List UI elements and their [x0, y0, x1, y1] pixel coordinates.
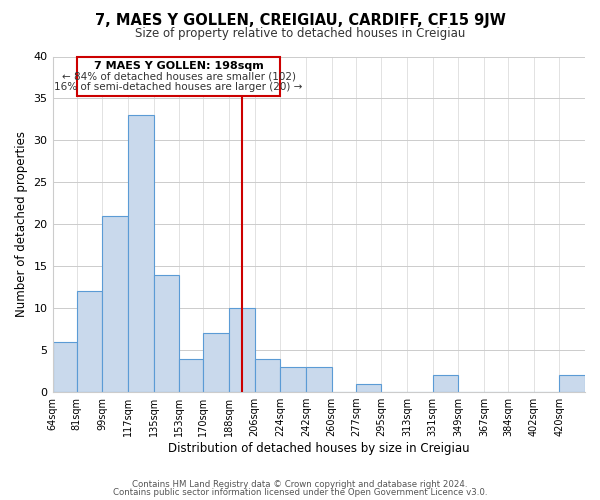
Bar [128, 115, 154, 392]
Y-axis label: Number of detached properties: Number of detached properties [15, 132, 28, 318]
X-axis label: Distribution of detached houses by size in Creigiau: Distribution of detached houses by size … [168, 442, 470, 455]
Bar [77, 292, 103, 392]
Bar [356, 384, 382, 392]
Text: Contains public sector information licensed under the Open Government Licence v3: Contains public sector information licen… [113, 488, 487, 497]
Text: 7, MAES Y GOLLEN, CREIGIAU, CARDIFF, CF15 9JW: 7, MAES Y GOLLEN, CREIGIAU, CARDIFF, CF1… [95, 12, 505, 28]
Text: 16% of semi-detached houses are larger (20) →: 16% of semi-detached houses are larger (… [55, 82, 303, 92]
Bar [179, 358, 203, 392]
Bar [154, 274, 179, 392]
Bar [255, 358, 280, 392]
Bar [559, 376, 585, 392]
Text: Size of property relative to detached houses in Creigiau: Size of property relative to detached ho… [135, 28, 465, 40]
Bar [433, 376, 458, 392]
Bar [306, 367, 332, 392]
Bar [53, 342, 77, 392]
FancyBboxPatch shape [77, 56, 280, 96]
Bar [280, 367, 306, 392]
Bar [103, 216, 128, 392]
Bar [203, 334, 229, 392]
Text: 7 MAES Y GOLLEN: 198sqm: 7 MAES Y GOLLEN: 198sqm [94, 60, 263, 70]
Bar [229, 308, 255, 392]
Text: Contains HM Land Registry data © Crown copyright and database right 2024.: Contains HM Land Registry data © Crown c… [132, 480, 468, 489]
Text: ← 84% of detached houses are smaller (102): ← 84% of detached houses are smaller (10… [62, 72, 296, 82]
